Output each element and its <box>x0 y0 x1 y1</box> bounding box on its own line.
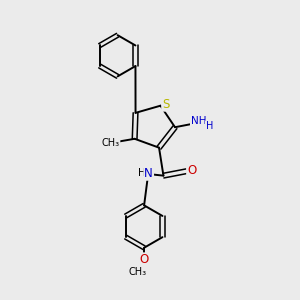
Text: NH: NH <box>191 116 206 126</box>
Text: O: O <box>187 164 196 177</box>
Text: H: H <box>206 121 213 131</box>
Text: CH₃: CH₃ <box>128 267 146 277</box>
Text: O: O <box>140 253 149 266</box>
Text: H: H <box>138 168 146 178</box>
Text: S: S <box>162 98 169 111</box>
Text: N: N <box>144 167 153 180</box>
Text: CH₃: CH₃ <box>101 138 120 148</box>
